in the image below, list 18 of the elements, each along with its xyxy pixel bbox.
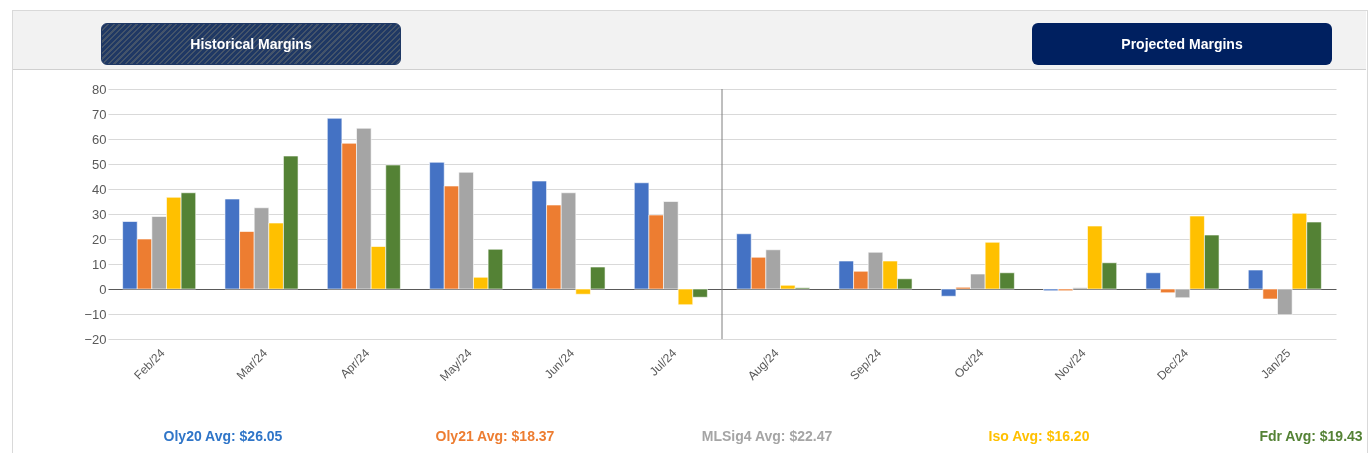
y-tick-label: 20 xyxy=(92,231,107,247)
text: Oly20 Avg: $26.05 xyxy=(163,428,283,444)
text: Fdr Avg: $19.43 xyxy=(1259,428,1363,444)
text: Oly21 Avg: $18.37 xyxy=(435,428,555,444)
y-tick-label: 10 xyxy=(92,256,107,272)
text: Projected Margins xyxy=(1032,23,1332,65)
y-tick-label: 40 xyxy=(92,181,107,197)
y-tick-label: −20 xyxy=(84,331,107,347)
text: Historical Margins xyxy=(101,23,401,65)
text: MLSig4 Avg: $22.47 xyxy=(701,428,833,444)
y-tick-label: 70 xyxy=(92,106,107,122)
y-tick-label: 30 xyxy=(92,206,107,222)
y-tick-label: 80 xyxy=(92,81,107,97)
y-tick-label: 50 xyxy=(92,156,107,172)
y-tick-label: 0 xyxy=(99,281,107,297)
text: Iso Avg: $16.20 xyxy=(988,428,1090,444)
y-tick-label: −10 xyxy=(84,306,107,322)
y-tick-label: 60 xyxy=(92,131,107,147)
